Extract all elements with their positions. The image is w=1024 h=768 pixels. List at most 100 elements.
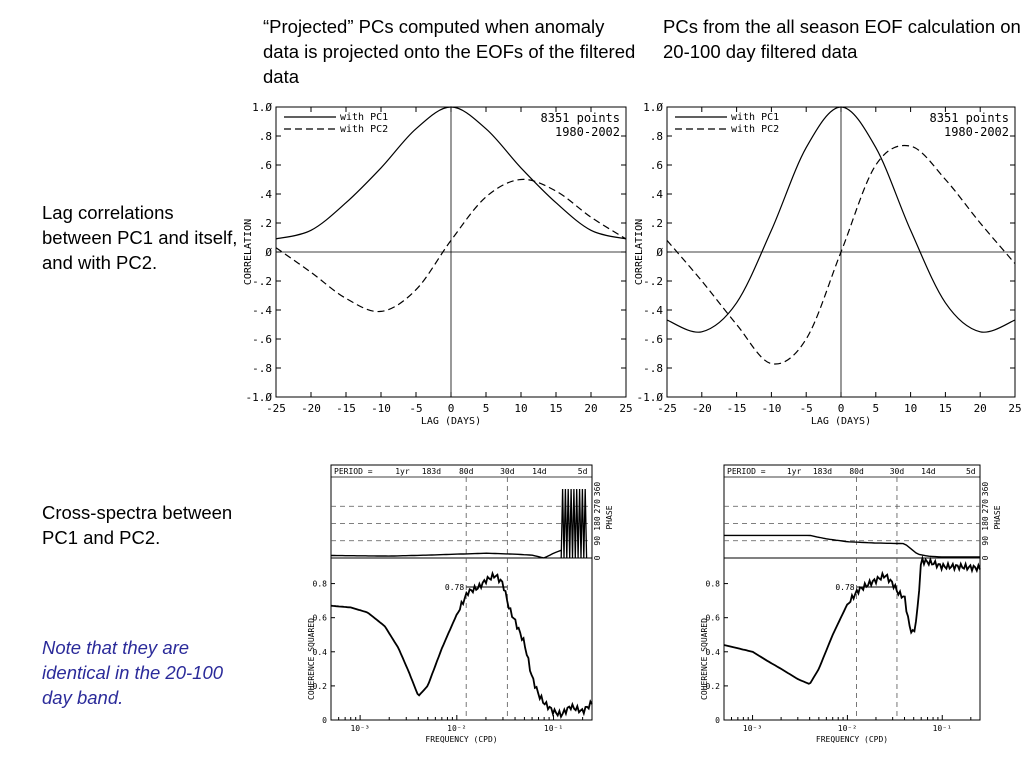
y-axis-label: CORRELATION <box>634 219 645 285</box>
x-tick-label: 0 <box>838 402 845 415</box>
row1-label: Lag correlations between PC1 and itself,… <box>42 202 238 273</box>
years-annotation: 1980-2002 <box>555 125 620 139</box>
points-annotation: 8351 points <box>541 111 620 125</box>
y-tick-label: -1.Ø <box>246 391 273 404</box>
x-tick-label: 25 <box>619 402 632 415</box>
series-line-1 <box>666 106 1016 333</box>
phase-tick-label: 180 <box>593 516 602 531</box>
y-tick-label: .6 <box>650 159 663 172</box>
coherence-tick-label: 0.2 <box>706 682 721 691</box>
phase-noise <box>560 488 588 559</box>
phase-tick-label: 90 <box>981 536 990 546</box>
y-tick-label: -.8 <box>643 362 663 375</box>
freq-tick-label: 10⁻¹ <box>933 724 952 733</box>
x-tick-label: 15 <box>549 402 562 415</box>
y-tick-label: .8 <box>259 130 272 143</box>
period-tick-label: 183d <box>813 467 832 476</box>
y-tick-label: -.6 <box>643 333 663 346</box>
period-tick-label: 14d <box>921 467 936 476</box>
y-axis-label: CORRELATION <box>243 219 254 285</box>
coherence-panel-frame <box>723 557 981 721</box>
coherence-axis-label: COHERENCE SQUARED <box>307 618 316 700</box>
x-tick-label: 0 <box>448 402 455 415</box>
x-tick-label: 15 <box>939 402 952 415</box>
y-tick-label: -.2 <box>252 275 272 288</box>
period-label: PERIOD = <box>334 467 373 476</box>
period-tick-label: 1yr <box>787 467 802 476</box>
period-label: PERIOD = <box>727 467 766 476</box>
coherence-tick-label: 0.6 <box>313 614 328 623</box>
coherence-tick-label: 0 <box>715 716 720 725</box>
y-tick-label: -.6 <box>252 333 272 346</box>
x-tick-label: 10 <box>514 402 527 415</box>
freq-tick-label: 10⁻¹ <box>544 724 563 733</box>
period-tick-label: 14d <box>532 467 547 476</box>
y-tick-label: .4 <box>650 188 664 201</box>
x-tick-label: 20 <box>974 402 987 415</box>
y-tick-label: .2 <box>259 217 272 230</box>
coherence-tick-label: 0 <box>322 716 327 725</box>
phase-axis-label: PHASE <box>605 505 614 529</box>
coherence-curve <box>330 570 593 720</box>
period-tick-label: 80d <box>849 467 864 476</box>
period-tick-label: 80d <box>459 467 474 476</box>
freq-tick-label: 10⁻² <box>838 724 857 733</box>
legend-label: with PC1 <box>731 112 779 123</box>
phase-tick-label: 270 <box>981 499 990 514</box>
freq-tick-label: 10⁻² <box>447 724 466 733</box>
y-tick-label: .6 <box>259 159 272 172</box>
series-line-1 <box>275 106 627 240</box>
x-tick-label: -25 <box>266 402 286 415</box>
phase-panel-frame <box>330 464 593 559</box>
coherence-tick-label: 0.4 <box>706 648 721 657</box>
x-tick-label: 10 <box>904 402 917 415</box>
x-tick-label: -10 <box>761 402 781 415</box>
period-tick-label: 183d <box>422 467 441 476</box>
threshold-label: 0.78 <box>445 583 464 592</box>
y-tick-label: -.8 <box>252 362 272 375</box>
period-tick-label: 5d <box>966 467 976 476</box>
period-tick-label: 30d <box>500 467 515 476</box>
y-tick-label: Ø <box>265 246 272 259</box>
y-tick-label: Ø <box>656 246 663 259</box>
right-column-title: PCs from the all season EOF calculation … <box>663 16 1021 62</box>
x-axis-label: LAG (DAYS) <box>811 416 871 427</box>
coherence-tick-label: 0.6 <box>706 614 721 623</box>
phase-tick-label: 360 <box>981 482 990 497</box>
x-tick-label: -5 <box>800 402 813 415</box>
period-tick-label: 5d <box>578 467 588 476</box>
phase-tick-label: 0 <box>593 555 602 560</box>
x-tick-label: -10 <box>371 402 391 415</box>
chart-spec-right: PERIOD = 1yr 183d 80d 30d 14d 5d 0 90 180 270 360PH… <box>700 464 1002 744</box>
phase-tick-label: 270 <box>593 499 602 514</box>
y-tick-label: .4 <box>259 188 273 201</box>
points-annotation: 8351 points <box>930 111 1009 125</box>
freq-axis-label: FREQUENCY (CPD) <box>816 735 888 744</box>
y-tick-label: -1.Ø <box>637 391 664 404</box>
x-tick-label: 5 <box>872 402 879 415</box>
legend-label: with PC2 <box>340 124 388 135</box>
phase-curve <box>331 549 562 559</box>
x-tick-label: -15 <box>727 402 747 415</box>
left-column-title: “Projected” PCs computed when anomaly da… <box>263 16 636 87</box>
freq-tick-label: 10⁻³ <box>350 724 369 733</box>
coherence-panel-frame <box>330 557 593 721</box>
x-tick-label: -5 <box>409 402 422 415</box>
chart-spec-left: PERIOD = 1yr 183d 80d 30d 14d 5d 0 90 180 270 360PH… <box>307 464 614 744</box>
threshold-label: 0.78 <box>835 583 854 592</box>
series-line-2 <box>275 178 627 313</box>
freq-tick-label: 10⁻³ <box>743 724 762 733</box>
x-tick-label: -15 <box>336 402 356 415</box>
legend-label: with PC1 <box>340 112 388 123</box>
chart-lag-right: 1.Ø .8 .6 .4 .2 Ø -.2 -.4 -.6 -.8 -1.Ø-25 -20 -15 -10… <box>634 101 1022 427</box>
legend-label: with PC2 <box>731 124 779 135</box>
y-tick-label: -.2 <box>643 275 663 288</box>
row2-label: Cross-spectra between PC1 and PC2. <box>42 502 233 548</box>
phase-tick-label: 360 <box>593 482 602 497</box>
note-text: Note that they are identical in the 20-1… <box>42 637 224 708</box>
y-tick-label: 1.Ø <box>252 101 272 114</box>
series-line-2 <box>666 144 1016 365</box>
period-tick-label: 30d <box>890 467 905 476</box>
years-annotation: 1980-2002 <box>944 125 1009 139</box>
